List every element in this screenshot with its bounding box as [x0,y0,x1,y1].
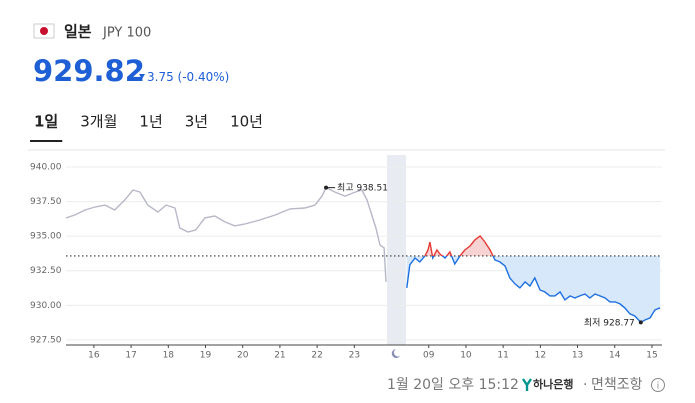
tab[interactable]: 1년 [139,113,162,131]
tabs: 1일 3개월 1년 3년 10년 [30,113,263,142]
tab-underline [30,140,63,142]
info-icon-glyph: i [657,382,660,392]
y-tick-label: 932.50 [30,266,62,276]
x-tick-label: 22 [311,351,322,361]
x-tick-label: 11 [497,351,508,361]
night-band [387,155,406,345]
timestamp: 1월 20일 오후 15:12 [387,377,519,393]
change: 3.75 (-0.40%) [147,70,229,84]
x-tick-label: 09 [423,351,435,361]
bank: 하나은행 [533,377,573,391]
y-tick-label: 940.00 [30,163,62,173]
flag-circle [40,27,48,35]
x-tick-label: 16 [88,351,100,361]
info-icon[interactable] [651,378,665,392]
series-line [406,235,661,324]
x-tick-label: 12 [535,351,546,361]
annotation-label: 최저 [584,317,601,328]
x-tick-label: 21 [274,351,285,361]
y-tick-label: 937.50 [30,197,62,207]
x-tick-label: 23 [349,351,360,361]
separator: · [583,377,587,393]
annotation-dot [638,320,643,325]
annotation-value: 928.77 [603,318,635,328]
tab[interactable]: 10년 [230,113,263,131]
tab[interactable]: 3개월 [80,113,117,131]
annotation-label: 최고 [337,182,354,193]
moon-icon [391,349,400,358]
x-tick-label: 10 [460,351,472,361]
series-line [65,186,387,282]
annotation: 최고 938.51 [337,182,388,193]
y-tick-label: 927.50 [30,335,62,345]
annotation: 최저 928.77 [584,317,635,328]
x-tick-label: 20 [237,351,249,361]
x-tick-label: 15 [646,351,657,361]
x-tick-label: 18 [163,351,175,361]
y-tick-label: 930.00 [30,301,62,311]
country: 일본 [64,23,92,41]
change-value: 3.75 [147,70,174,84]
y-tick-label: 935.00 [30,232,62,242]
disclaimer[interactable]: 면책조항 [591,377,643,393]
tab[interactable]: 3년 [185,113,208,131]
tab[interactable]: 1일 [34,113,58,131]
bank-logo [522,378,532,391]
down-arrow [139,74,145,79]
x-tick-label: 17 [125,351,136,361]
annotation-value: 938.51 [356,183,388,193]
change-percent: (-0.40%) [178,70,230,84]
x-tick-label: 13 [572,351,583,361]
price: 929.82 [33,54,145,88]
chart: 927.50 930.00 932.50 935.00 937.50 940.00 16 17… [30,163,662,361]
x-tick-label: 14 [609,351,621,361]
currency: JPY 100 [102,26,151,41]
x-tick-label: 19 [200,351,212,361]
